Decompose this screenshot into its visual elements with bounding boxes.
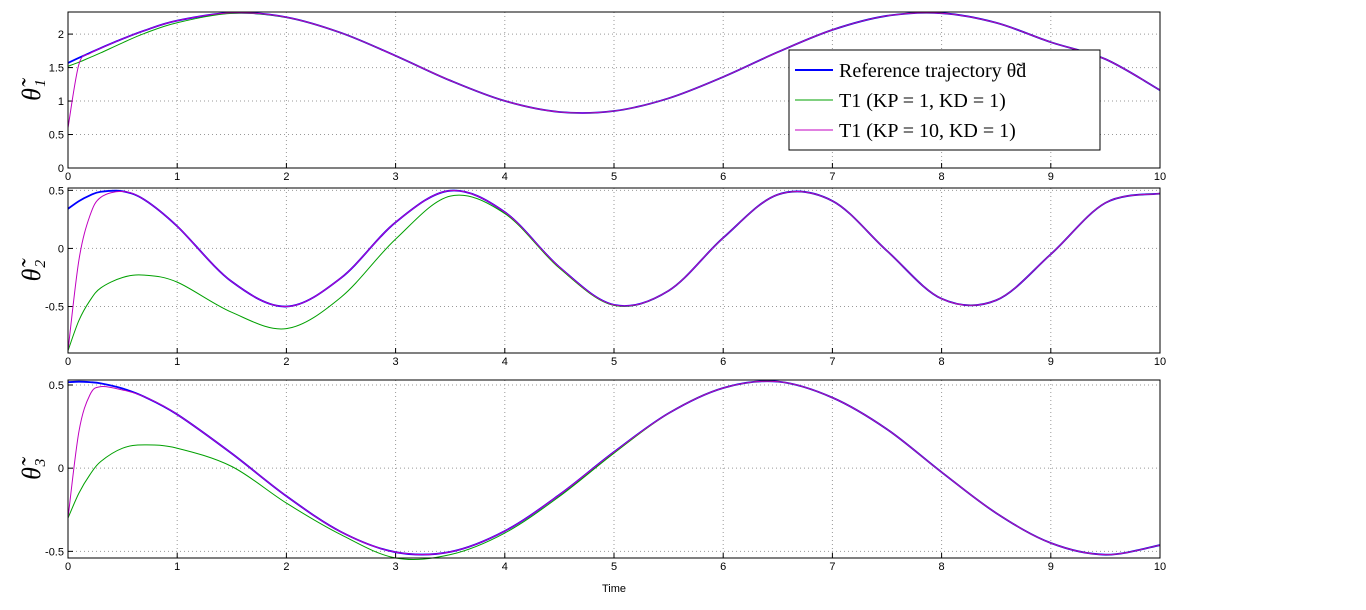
legend-label: T1 (KP = 10, KD = 1) [839,120,1016,142]
legend-box [788,49,1101,151]
legend-label: T1 (KP = 1, KD = 1) [839,90,1006,112]
y-tick-label: 1 [58,96,64,108]
x-tick-label: 10 [1154,356,1166,368]
x-tick-label: 4 [502,561,508,573]
x-tick-label: 9 [1048,171,1054,183]
x-tick-label: 7 [829,561,835,573]
x-tick-label: 5 [611,356,617,368]
x-tick-label: 7 [829,356,835,368]
x-tick-label: 5 [611,171,617,183]
x-tick-label: 1 [174,561,180,573]
series-line [67,380,1161,556]
x-tick-label: 4 [502,171,508,183]
y-axis-label: θ̃₁ [17,77,46,101]
axes-frame [67,379,1161,559]
y-tick-label: 0.5 [49,130,64,142]
x-tick-label: 10 [1154,561,1166,573]
y-axis-label: θ̃₃ [17,456,46,480]
y-tick-label: 1.5 [49,63,64,75]
x-tick-label: 3 [393,561,399,573]
x-tick-label: 5 [611,561,617,573]
legend-label: Reference trajectory θ̃d [839,60,1026,82]
x-tick-label: 8 [939,561,945,573]
axes-frame [67,187,1161,354]
x-tick-label: 0 [65,171,71,183]
x-tick-label: 1 [174,171,180,183]
y-tick-label: 0 [58,243,64,255]
x-tick-label: 6 [720,561,726,573]
plot-area [68,188,1160,353]
y-tick-label: 2 [58,29,64,41]
y-tick-label: 0 [58,463,64,475]
x-tick-label: 2 [283,356,289,368]
x-tick-label: 0 [65,561,71,573]
x-tick-label: 8 [939,171,945,183]
series-line [67,12,1161,128]
x-tick-label: 3 [393,171,399,183]
x-tick-label: 1 [174,356,180,368]
x-tick-label: 8 [939,356,945,368]
x-tick-label: 10 [1154,171,1166,183]
y-tick-label: -0.5 [45,546,64,558]
y-tick-label: -0.5 [45,302,64,314]
x-axis-label: Time [602,583,626,595]
x-tick-label: 2 [283,171,289,183]
x-tick-label: 0 [65,356,71,368]
x-tick-label: 2 [283,561,289,573]
x-tick-label: 3 [393,356,399,368]
y-tick-label: 0.5 [49,185,64,197]
x-tick-label: 7 [829,171,835,183]
axes-frame [67,11,1161,169]
y-axis-label: θ̃₂ [17,258,46,282]
y-tick-label: 0 [58,163,64,175]
x-tick-label: 4 [502,356,508,368]
x-tick-label: 6 [720,171,726,183]
series-line [67,190,1161,351]
y-tick-label: 0.5 [49,380,64,392]
x-tick-label: 9 [1048,561,1054,573]
x-tick-label: 9 [1048,356,1054,368]
x-tick-label: 6 [720,356,726,368]
